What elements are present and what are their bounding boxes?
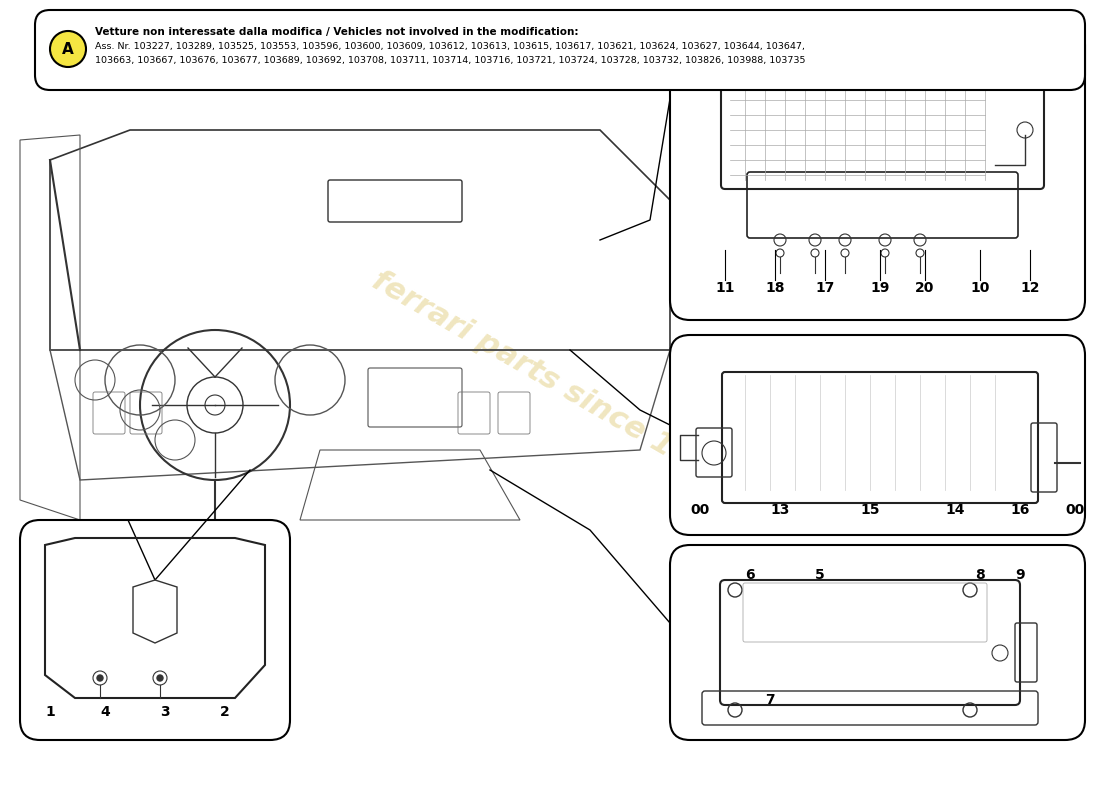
- Text: 2: 2: [220, 705, 230, 719]
- Text: 11: 11: [715, 281, 735, 295]
- Text: 00: 00: [691, 503, 710, 517]
- Text: 20: 20: [915, 281, 935, 295]
- Text: 13: 13: [770, 503, 790, 517]
- FancyBboxPatch shape: [670, 335, 1085, 535]
- Text: 12: 12: [1021, 281, 1040, 295]
- Text: 15: 15: [860, 503, 880, 517]
- Text: 9: 9: [1015, 568, 1025, 582]
- Text: 7: 7: [766, 693, 774, 707]
- Text: A: A: [62, 42, 74, 57]
- Text: 17: 17: [815, 281, 835, 295]
- Text: 10: 10: [970, 281, 990, 295]
- Circle shape: [50, 31, 86, 67]
- Text: Vetture non interessate dalla modifica / Vehicles not involved in the modificati: Vetture non interessate dalla modifica /…: [95, 27, 579, 37]
- Text: 103663, 103667, 103676, 103677, 103689, 103692, 103708, 103711, 103714, 103716, : 103663, 103667, 103676, 103677, 103689, …: [95, 57, 805, 66]
- FancyBboxPatch shape: [20, 520, 290, 740]
- Text: 00: 00: [1066, 503, 1085, 517]
- Text: 5: 5: [815, 568, 825, 582]
- Text: ferrari parts since 1984: ferrari parts since 1984: [366, 266, 734, 494]
- FancyBboxPatch shape: [670, 545, 1085, 740]
- Text: 6: 6: [745, 568, 755, 582]
- Text: 4: 4: [100, 705, 110, 719]
- FancyBboxPatch shape: [35, 10, 1085, 90]
- Text: 3: 3: [161, 705, 169, 719]
- Text: 8: 8: [975, 568, 984, 582]
- Text: 16: 16: [1010, 503, 1030, 517]
- Text: 1: 1: [45, 705, 55, 719]
- Text: Ass. Nr. 103227, 103289, 103525, 103553, 103596, 103600, 103609, 103612, 103613,: Ass. Nr. 103227, 103289, 103525, 103553,…: [95, 42, 805, 51]
- Text: 18: 18: [766, 281, 784, 295]
- Circle shape: [157, 675, 163, 681]
- Text: 19: 19: [870, 281, 890, 295]
- Text: 14: 14: [945, 503, 965, 517]
- FancyBboxPatch shape: [670, 25, 1085, 320]
- Circle shape: [97, 675, 103, 681]
